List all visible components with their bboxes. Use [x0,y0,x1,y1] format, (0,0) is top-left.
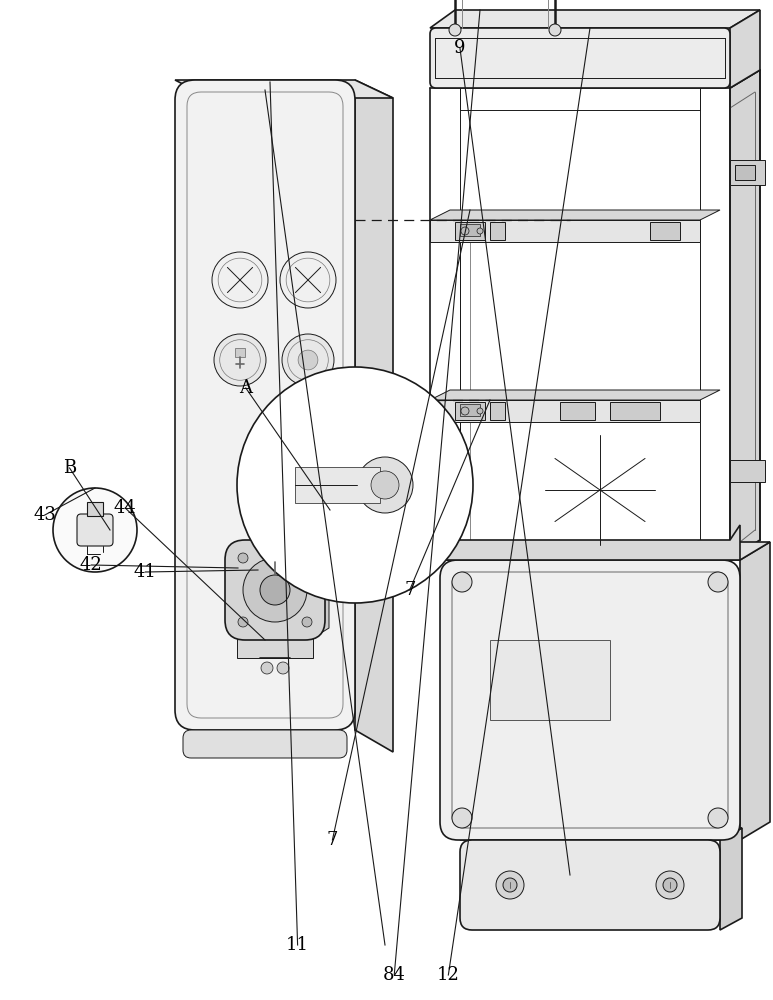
Circle shape [277,662,289,674]
Polygon shape [175,80,393,98]
FancyBboxPatch shape [237,542,313,638]
FancyBboxPatch shape [77,514,113,546]
Circle shape [243,558,307,622]
Bar [295,467,380,503]
Bar [460,404,480,416]
Circle shape [432,422,448,438]
Circle shape [302,553,312,563]
Text: 7: 7 [327,831,338,849]
Circle shape [708,808,728,828]
Circle shape [656,871,684,899]
Circle shape [238,553,248,563]
Bar [560,402,595,420]
Polygon shape [440,542,770,560]
FancyBboxPatch shape [183,730,347,758]
Circle shape [663,878,677,892]
Polygon shape [460,828,742,840]
Text: 42: 42 [80,556,103,574]
Bar [87,502,103,516]
Circle shape [280,252,336,308]
FancyBboxPatch shape [440,560,740,840]
Bar [460,224,480,236]
Polygon shape [730,70,760,560]
Circle shape [549,24,561,36]
Circle shape [260,575,290,605]
Text: 9: 9 [455,39,465,57]
Circle shape [371,471,399,499]
Bar [735,165,755,180]
Polygon shape [720,828,742,930]
Circle shape [357,457,413,513]
Bar [490,222,505,240]
Bar [490,640,610,720]
Circle shape [461,227,469,235]
Circle shape [261,662,273,674]
Circle shape [53,488,137,572]
Polygon shape [313,542,329,638]
FancyBboxPatch shape [430,28,730,88]
Text: 44: 44 [114,499,137,517]
Bar [610,402,660,420]
Polygon shape [430,525,740,560]
Bar [730,160,765,185]
FancyBboxPatch shape [175,80,355,730]
Polygon shape [355,80,393,752]
Circle shape [461,407,469,415]
Bar [310,418,440,442]
FancyBboxPatch shape [460,840,720,930]
Circle shape [503,878,517,892]
Polygon shape [430,400,700,422]
Circle shape [237,367,473,603]
Circle shape [452,572,472,592]
Circle shape [708,572,728,592]
Polygon shape [730,10,760,88]
Polygon shape [430,10,760,28]
Polygon shape [430,210,720,220]
Text: 84: 84 [383,966,406,984]
Text: B: B [63,459,77,477]
Polygon shape [430,220,700,242]
Bar [455,402,485,420]
Polygon shape [430,390,720,400]
Circle shape [212,252,268,308]
Circle shape [282,334,334,386]
Circle shape [477,228,483,234]
Text: A: A [240,379,252,397]
Text: 43: 43 [33,506,56,524]
Circle shape [304,416,332,444]
Text: 11: 11 [286,936,309,954]
FancyBboxPatch shape [225,540,325,640]
Bar [650,222,680,240]
Text: 12: 12 [437,966,460,984]
Bar [730,460,765,482]
Circle shape [496,871,524,899]
Bar [235,348,245,357]
Circle shape [302,617,312,627]
Polygon shape [740,542,770,840]
Circle shape [238,617,248,627]
Text: 7: 7 [404,581,415,599]
Circle shape [477,408,483,414]
Circle shape [298,350,318,370]
Polygon shape [237,638,313,658]
Circle shape [452,808,472,828]
Circle shape [449,24,461,36]
Circle shape [214,334,266,386]
Bar [490,402,505,420]
Bar [455,222,485,240]
Text: 41: 41 [134,563,157,581]
